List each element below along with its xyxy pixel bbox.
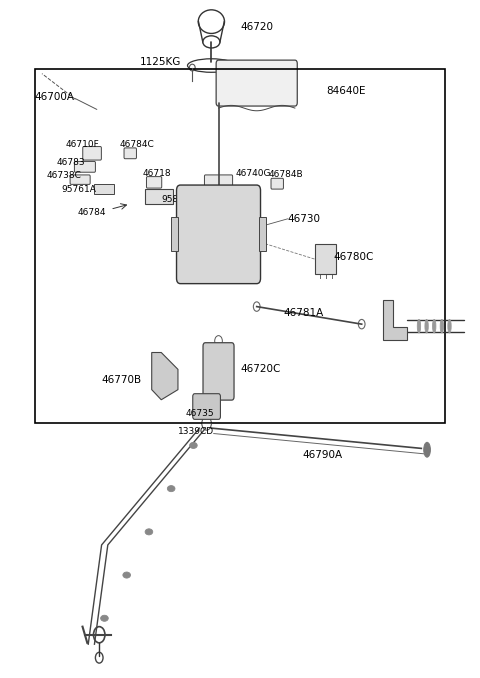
Ellipse shape (432, 319, 436, 333)
Ellipse shape (417, 319, 420, 333)
Text: 46781A: 46781A (283, 308, 323, 319)
Bar (35, 69, 445, 423)
Ellipse shape (101, 615, 108, 621)
FancyBboxPatch shape (70, 175, 90, 184)
FancyBboxPatch shape (203, 342, 234, 400)
Ellipse shape (190, 442, 197, 448)
Text: 46784B: 46784B (269, 170, 303, 180)
FancyBboxPatch shape (193, 394, 220, 420)
Text: 46720: 46720 (240, 22, 273, 32)
Bar (259, 218, 266, 252)
Ellipse shape (424, 442, 431, 457)
Text: 46783: 46783 (56, 157, 85, 167)
FancyBboxPatch shape (74, 161, 96, 172)
Ellipse shape (168, 485, 175, 492)
Text: 46700A: 46700A (35, 92, 75, 102)
Text: 46784C: 46784C (120, 140, 155, 149)
FancyBboxPatch shape (83, 146, 101, 160)
Text: 46735: 46735 (185, 409, 214, 418)
Bar (144, 189, 173, 204)
Text: 46740G: 46740G (235, 169, 271, 178)
Text: 46780C: 46780C (333, 252, 373, 262)
FancyBboxPatch shape (124, 148, 136, 159)
Text: 46730: 46730 (288, 214, 321, 224)
Text: 46710F: 46710F (66, 140, 99, 149)
Text: 46720C: 46720C (240, 364, 280, 374)
FancyBboxPatch shape (204, 175, 233, 190)
Text: 46738C: 46738C (47, 171, 82, 180)
Ellipse shape (145, 529, 153, 535)
Text: 95840: 95840 (161, 195, 190, 204)
Text: 1125KG: 1125KG (140, 57, 181, 67)
Ellipse shape (440, 319, 444, 333)
Ellipse shape (425, 319, 428, 333)
Polygon shape (152, 353, 178, 400)
Text: 84640E: 84640E (326, 85, 365, 96)
Bar (171, 218, 178, 252)
Text: 46718: 46718 (142, 169, 171, 178)
FancyBboxPatch shape (177, 185, 261, 283)
Text: 46770B: 46770B (102, 374, 142, 384)
Ellipse shape (123, 572, 131, 578)
Text: 46790A: 46790A (302, 450, 342, 460)
Bar (95, 184, 114, 194)
Polygon shape (383, 300, 407, 340)
FancyBboxPatch shape (271, 178, 283, 189)
Text: 46784: 46784 (78, 207, 106, 216)
Text: 95761A: 95761A (61, 185, 96, 195)
FancyBboxPatch shape (146, 176, 162, 188)
Bar (315, 245, 336, 274)
FancyBboxPatch shape (216, 60, 297, 106)
Text: 1339CD: 1339CD (178, 427, 214, 436)
Ellipse shape (448, 319, 451, 333)
